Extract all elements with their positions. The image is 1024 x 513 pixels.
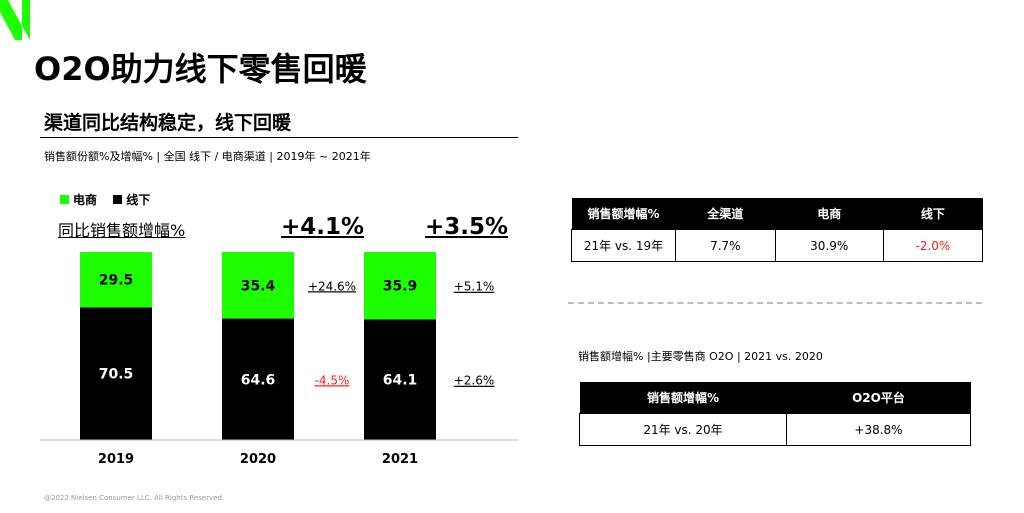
page-title: O2O助力线下零售回暖 <box>34 50 367 88</box>
chart-legend: 电商 线下 <box>60 191 162 208</box>
table-header-row: 销售额增幅% 全渠道 电商 线下 <box>571 198 983 230</box>
data-label-ecommerce-2019: 29.5 <box>99 273 134 289</box>
dashed-divider <box>568 302 982 304</box>
table-cell: 21年 vs. 20年 <box>579 413 787 446</box>
table2-subtitle: 销售额增幅% |主要零售商 O2O | 2021 vs. 2020 <box>578 350 823 363</box>
legend-item-ecommerce: 电商 <box>60 191 97 208</box>
growth-label-offline-2020: -4.5% <box>315 373 350 387</box>
growth-label-ecommerce-2020: +24.6% <box>308 279 356 293</box>
table-header-row: 销售额增幅% O2O平台 <box>579 382 971 414</box>
yoy-growth-label: 同比销售额增幅% <box>58 221 186 240</box>
table-header-cell: 线下 <box>883 198 983 230</box>
growth-table-channels: 销售额增幅% 全渠道 电商 线下 21年 vs. 19年 7.7% 30.9% … <box>571 198 984 262</box>
table-row: 21年 vs. 20年 +38.8% <box>579 413 971 446</box>
table-header-cell: O2O平台 <box>786 382 971 414</box>
legend-item-offline: 线下 <box>113 191 150 208</box>
bar-offline-2020 <box>222 318 294 440</box>
table-header-cell: 全渠道 <box>675 198 776 230</box>
table-header-cell: 销售额增幅% <box>579 382 787 414</box>
data-label-ecommerce-2020: 35.4 <box>241 278 276 294</box>
legend-swatch-ecommerce <box>60 195 69 204</box>
bar-offline-2021 <box>364 319 436 440</box>
bar-ecommerce-2019 <box>80 252 152 308</box>
overall-growth-2020: +4.1% <box>281 214 365 240</box>
legend-label-offline: 线下 <box>126 193 151 207</box>
brand-logo <box>0 0 30 40</box>
overall-growth-2021: +3.5% <box>425 214 509 240</box>
table-row: 21年 vs. 19年 7.7% 30.9% -2.0% <box>571 229 984 262</box>
table-cell: 30.9% <box>774 229 884 262</box>
table-cell: +38.8% <box>786 413 971 446</box>
copyright-footnote: @2022 Nielsen Consumer LLC. All Rights R… <box>44 494 225 502</box>
table-header-cell: 销售额增幅% <box>571 198 676 230</box>
data-label-offline-2019: 70.5 <box>99 367 134 383</box>
x-tick-label-2021: 2021 <box>382 452 418 467</box>
growth-table-o2o: 销售额增幅% O2O平台 21年 vs. 20年 +38.8% <box>579 382 971 446</box>
bar-offline-2019 <box>80 307 152 440</box>
legend-swatch-offline <box>113 195 123 204</box>
section-title: 渠道同比结构稳定，线下回暖 <box>44 112 292 134</box>
legend-label-ecommerce: 电商 <box>73 193 98 207</box>
growth-label-offline-2021: +2.6% <box>454 374 495 388</box>
table-cell: 21年 vs. 19年 <box>571 229 676 262</box>
section-divider <box>40 137 518 138</box>
data-label-offline-2021: 64.1 <box>383 373 418 389</box>
bar-ecommerce-2021 <box>364 252 436 320</box>
x-tick-label-2020: 2020 <box>240 452 276 467</box>
growth-label-ecommerce-2021: +5.1% <box>454 280 495 294</box>
bar-ecommerce-2020 <box>222 252 294 319</box>
x-tick-label-2019: 2019 <box>98 452 134 467</box>
data-label-offline-2020: 64.6 <box>241 372 276 388</box>
table-cell: -2.0% <box>882 229 984 262</box>
stacked-bar-chart: 29.5 70.5 2019 35.4 64.6 2020 +24.6% -4.5% 35.9 6… <box>40 252 518 467</box>
data-label-ecommerce-2021: 35.9 <box>383 279 418 295</box>
table-header-cell: 电商 <box>775 198 884 230</box>
chart-subtitle: 销售额份额%及增幅% | 全国 线下 / 电商渠道 | 2019年 ~ 2021… <box>44 150 371 163</box>
table-cell: 7.7% <box>675 229 776 262</box>
